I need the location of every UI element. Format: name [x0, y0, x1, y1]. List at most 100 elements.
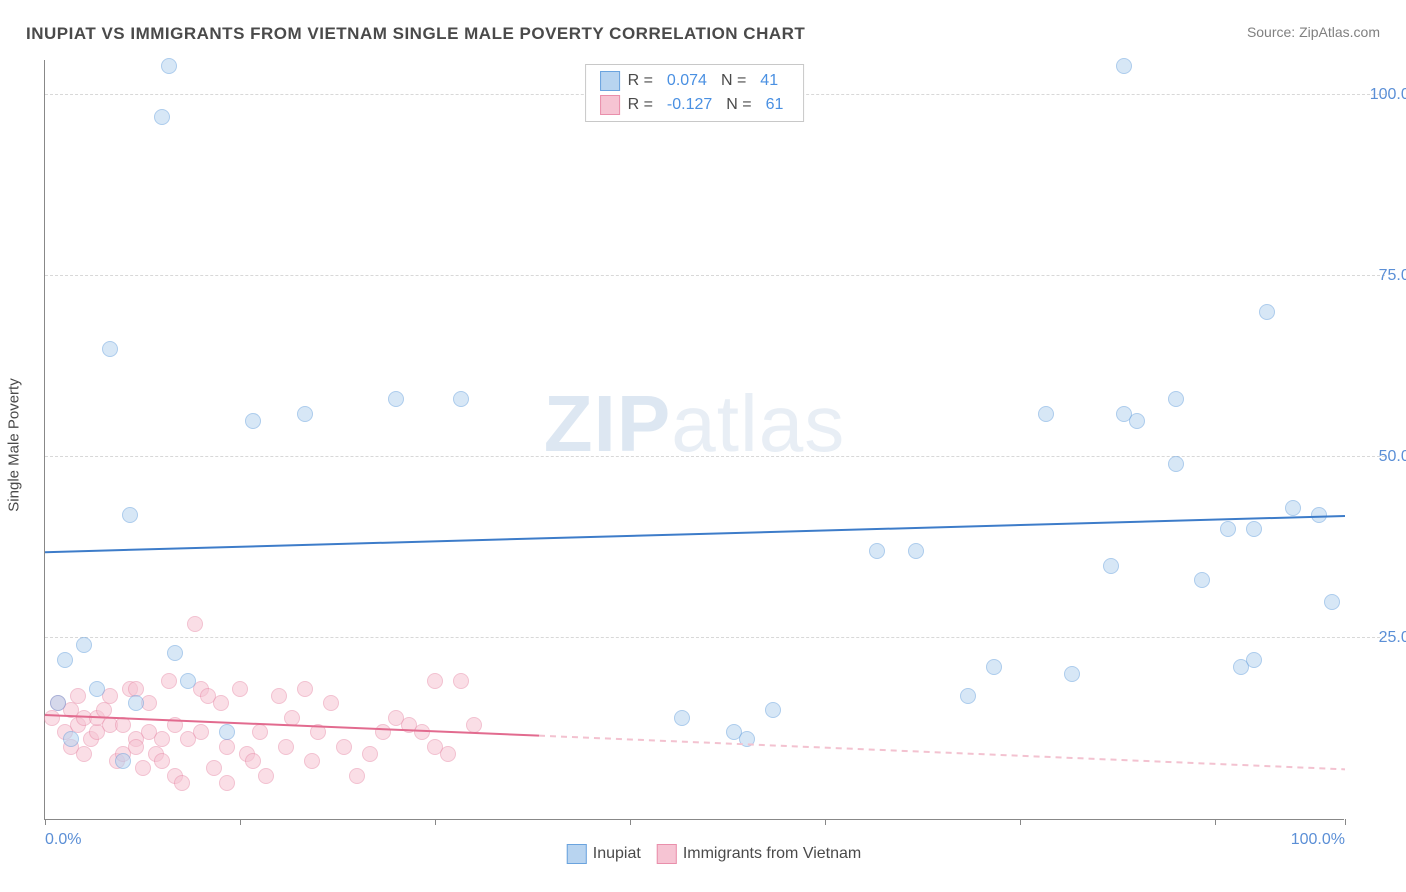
legend-label-inupiat: Inupiat	[593, 845, 641, 863]
n-label-a: N =	[721, 72, 746, 90]
point-inupiat	[154, 109, 170, 125]
y-tick-label: 100.0%	[1370, 86, 1406, 104]
point-inupiat	[1116, 58, 1132, 74]
point-vietnam	[284, 710, 300, 726]
point-inupiat	[1246, 521, 1262, 537]
stats-row-b: R = -0.127 N = 61	[600, 93, 790, 117]
x-tick-label: 100.0%	[1291, 831, 1345, 849]
swatch-inupiat	[600, 71, 620, 91]
gridline	[45, 456, 1385, 457]
swatch-vietnam	[600, 95, 620, 115]
point-vietnam	[310, 724, 326, 740]
point-vietnam	[206, 760, 222, 776]
point-vietnam	[252, 724, 268, 740]
x-tick-label: 0.0%	[45, 831, 81, 849]
point-inupiat	[245, 413, 261, 429]
point-vietnam	[128, 739, 144, 755]
point-inupiat	[765, 702, 781, 718]
point-vietnam	[271, 688, 287, 704]
point-inupiat	[1220, 521, 1236, 537]
x-tick	[1215, 819, 1216, 825]
watermark-bold: ZIP	[544, 379, 671, 468]
point-inupiat	[219, 724, 235, 740]
point-vietnam	[362, 746, 378, 762]
n-label-b: N =	[726, 96, 751, 114]
series-legend: Inupiat Immigrants from Vietnam	[567, 844, 861, 864]
point-inupiat	[1311, 507, 1327, 523]
point-inupiat	[167, 645, 183, 661]
plot-area: ZIPatlas R = 0.074 N = 41 R = -0.127 N =…	[44, 60, 1344, 820]
point-vietnam	[278, 739, 294, 755]
point-vietnam	[174, 775, 190, 791]
point-inupiat	[1259, 304, 1275, 320]
point-inupiat	[297, 406, 313, 422]
point-vietnam	[76, 746, 92, 762]
point-vietnam	[440, 746, 456, 762]
point-inupiat	[739, 731, 755, 747]
point-inupiat	[986, 659, 1002, 675]
point-vietnam	[219, 775, 235, 791]
x-tick	[1020, 819, 1021, 825]
point-inupiat	[63, 731, 79, 747]
point-vietnam	[323, 695, 339, 711]
trend-lines	[45, 60, 1345, 820]
point-vietnam	[414, 724, 430, 740]
point-vietnam	[427, 673, 443, 689]
stats-row-a: R = 0.074 N = 41	[600, 69, 790, 93]
point-vietnam	[466, 717, 482, 733]
legend-label-vietnam: Immigrants from Vietnam	[683, 845, 861, 863]
point-vietnam	[135, 760, 151, 776]
point-inupiat	[1038, 406, 1054, 422]
x-tick	[630, 819, 631, 825]
point-inupiat	[128, 695, 144, 711]
point-inupiat	[1168, 391, 1184, 407]
point-vietnam	[336, 739, 352, 755]
gridline	[45, 275, 1385, 276]
x-tick	[1345, 819, 1346, 825]
point-inupiat	[50, 695, 66, 711]
point-vietnam	[167, 717, 183, 733]
point-vietnam	[161, 673, 177, 689]
point-inupiat	[1064, 666, 1080, 682]
point-vietnam	[297, 681, 313, 697]
point-inupiat	[1285, 500, 1301, 516]
point-inupiat	[1246, 652, 1262, 668]
x-tick	[45, 819, 46, 825]
point-inupiat	[180, 673, 196, 689]
point-inupiat	[1103, 558, 1119, 574]
point-vietnam	[154, 753, 170, 769]
point-inupiat	[1324, 594, 1340, 610]
point-inupiat	[89, 681, 105, 697]
point-inupiat	[122, 507, 138, 523]
point-inupiat	[1168, 456, 1184, 472]
legend-item-inupiat: Inupiat	[567, 844, 641, 864]
point-vietnam	[187, 616, 203, 632]
point-vietnam	[349, 768, 365, 784]
r-value-b: -0.127	[661, 96, 718, 114]
point-inupiat	[1194, 572, 1210, 588]
point-inupiat	[57, 652, 73, 668]
point-inupiat	[1129, 413, 1145, 429]
y-tick-label: 75.0%	[1379, 267, 1406, 285]
point-vietnam	[245, 753, 261, 769]
point-vietnam	[258, 768, 274, 784]
y-axis-label: Single Male Poverty	[6, 378, 23, 511]
point-inupiat	[453, 391, 469, 407]
x-tick	[825, 819, 826, 825]
point-inupiat	[102, 341, 118, 357]
point-inupiat	[869, 543, 885, 559]
swatch-vietnam-icon	[657, 844, 677, 864]
x-tick	[435, 819, 436, 825]
point-vietnam	[453, 673, 469, 689]
chart-container: Single Male Poverty ZIPatlas R = 0.074 N…	[44, 60, 1384, 830]
r-label-a: R =	[628, 72, 653, 90]
point-vietnam	[213, 695, 229, 711]
chart-title: INUPIAT VS IMMIGRANTS FROM VIETNAM SINGL…	[26, 24, 805, 44]
stats-legend: R = 0.074 N = 41 R = -0.127 N = 61	[585, 64, 805, 122]
point-inupiat	[674, 710, 690, 726]
point-vietnam	[375, 724, 391, 740]
point-vietnam	[70, 688, 86, 704]
point-inupiat	[388, 391, 404, 407]
point-inupiat	[161, 58, 177, 74]
point-vietnam	[219, 739, 235, 755]
